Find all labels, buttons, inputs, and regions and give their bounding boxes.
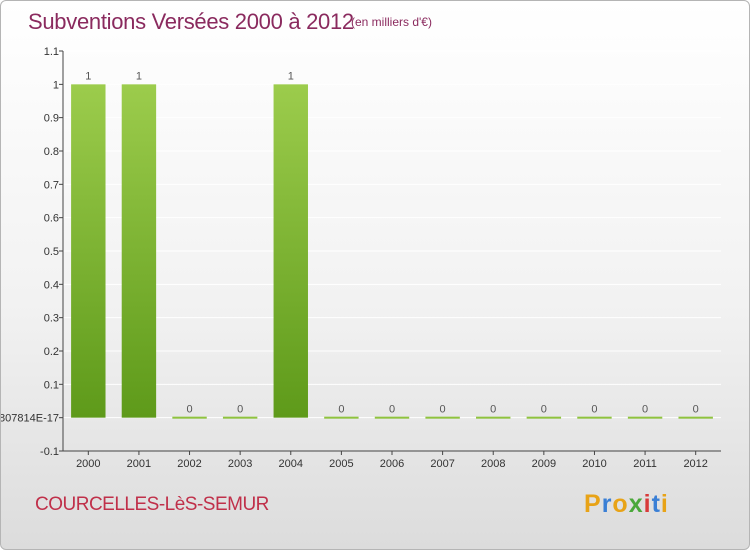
data-label: 0 [389,404,395,416]
logo-letter: i [660,490,669,518]
y-tick-label: 1.3877787807814E-17 [1,413,59,425]
chart-title: Subventions Versées 2000 à 2012 [28,9,354,34]
bar [324,416,359,419]
y-tick-label: -0.1 [40,446,59,458]
x-tick-label: 2009 [532,458,556,470]
bar [222,416,258,419]
data-label: 0 [591,404,597,416]
logo-letter: r [601,490,613,518]
logo-letter: o [612,490,629,518]
bar [476,416,511,419]
bar [273,84,308,418]
unit-label: (en milliers d'€) [351,15,432,29]
data-label: 0 [490,404,496,416]
x-tick-label: 2000 [76,458,100,470]
commune-name: COURCELLES-LèS-SEMUR [35,494,269,515]
proxiti-logo[interactable]: Proxiti [584,490,669,519]
x-tick-label: 2007 [430,458,454,470]
y-tick-label: 0.2 [44,346,59,358]
y-tick-label: 0.7 [44,179,59,191]
data-label: 0 [693,404,699,416]
x-tick-label: 2004 [279,458,303,470]
x-tick-label: 2010 [582,458,606,470]
x-tick-label: 2011 [633,458,657,470]
data-label: 0 [338,404,344,416]
bar [627,416,663,419]
x-tick-label: 2002 [177,458,201,470]
x-tick-label: 2006 [380,458,404,470]
data-label: 1 [288,70,294,82]
y-tick-label: 1 [53,79,59,91]
bar [374,416,410,419]
y-tick-label: 0.4 [44,279,59,291]
data-label: 0 [237,404,243,416]
data-label: 0 [642,404,648,416]
x-tick-label: 2003 [228,458,252,470]
bar [71,84,106,418]
logo-letter: t [651,490,661,518]
y-tick-label: 0.6 [44,213,59,225]
bar [121,84,157,418]
bar [425,416,460,419]
y-tick-label: 0.9 [44,113,59,125]
logo-letter: P [584,490,602,518]
data-label: 0 [186,404,192,416]
y-tick-label: 0.5 [44,246,59,258]
data-label: 0 [440,404,446,416]
bar [526,416,562,419]
x-tick-label: 2001 [127,458,151,470]
logo-letter: i [643,490,652,518]
x-tick-label: 2005 [329,458,353,470]
x-tick-label: 2008 [481,458,505,470]
x-tick-label: 2012 [683,458,707,470]
y-tick-label: 0.8 [44,146,59,158]
data-label: 1 [85,70,91,82]
y-tick-label: 0.3 [44,313,59,325]
logo-letter: x [628,490,644,518]
bar [678,416,713,419]
data-label: 1 [136,70,142,82]
y-tick-label: 0.1 [44,379,59,391]
data-label: 0 [541,404,547,416]
bar [172,416,207,419]
y-tick-label: 1.1 [44,46,59,58]
bar [577,416,612,419]
